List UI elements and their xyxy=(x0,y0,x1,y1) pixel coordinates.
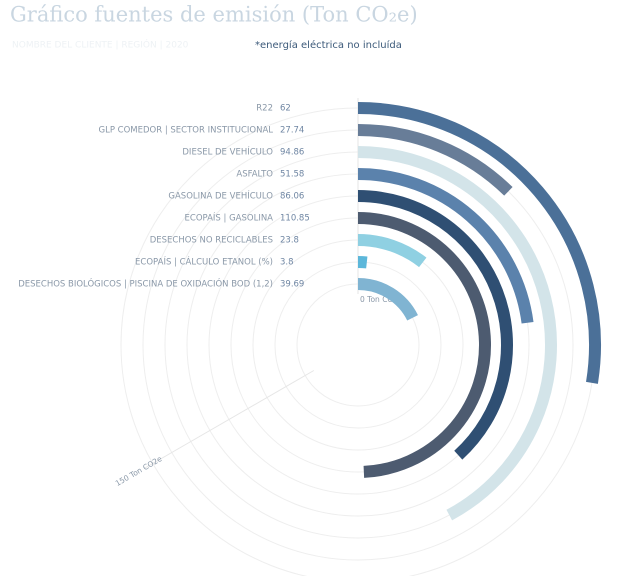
note: *energía eléctrica no incluída xyxy=(255,39,402,51)
value-label: 39.69 xyxy=(280,280,304,290)
tick-label: 150 Ton CO2e xyxy=(114,454,164,488)
value-label: 23.8 xyxy=(280,236,299,246)
category-label: DESECHOS BIOLÓGICOS | PISCINA DE OXIDACI… xyxy=(18,278,273,290)
category-label: R22 xyxy=(256,104,273,114)
value-label: 51.58 xyxy=(280,170,304,180)
value-label: 3.8 xyxy=(280,258,294,268)
category-label: ECOPAÍS | GASOLINA xyxy=(185,212,274,224)
value-label: 86.06 xyxy=(280,192,304,202)
category-label: GASOLINA DE VEHÍCULO xyxy=(168,190,273,202)
value-label: 62 xyxy=(280,104,291,114)
chart-title: Gráfico fuentes de emisión (Ton CO₂e) xyxy=(10,3,418,27)
category-label: ECOPAÍS | CÁLCULO ETANOL (%) xyxy=(135,256,273,268)
chart-subtitle: NOMBRE DEL CLIENTE | REGIÓN | 2020 xyxy=(12,39,189,51)
category-label: GLP COMEDOR | SECTOR INSTITUCIONAL xyxy=(99,126,274,136)
value-label: 110.85 xyxy=(280,214,310,224)
bar xyxy=(358,240,423,262)
value-label: 94.86 xyxy=(280,148,304,158)
value-label: 27.74 xyxy=(280,126,304,136)
category-label: DESECHOS NO RECICLABLES xyxy=(150,236,273,246)
category-label: ASFALTO xyxy=(236,170,273,180)
category-label: DIESEL DE VEHÍCULO xyxy=(182,146,273,158)
